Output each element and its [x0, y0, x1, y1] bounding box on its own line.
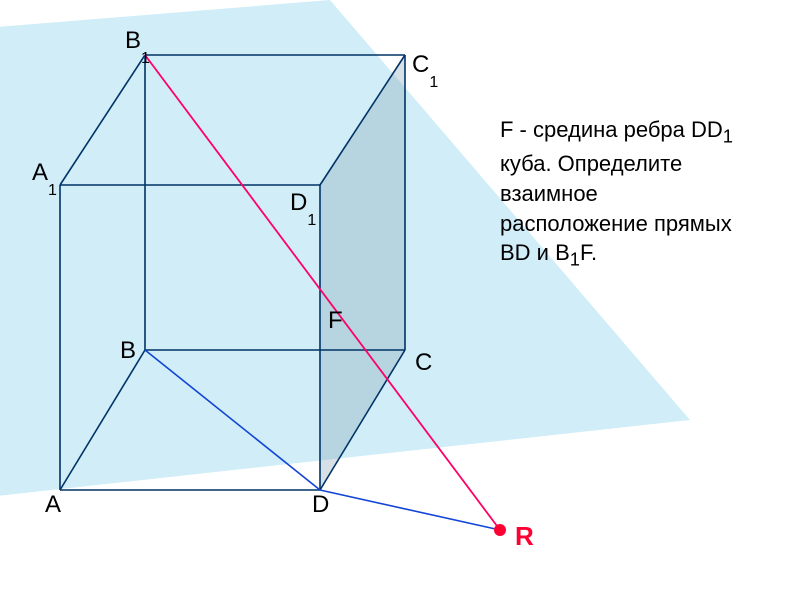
svg-text:D: D — [312, 491, 329, 518]
problem-line2: куба. Определите — [500, 151, 682, 176]
label-D: D — [312, 491, 329, 518]
svg-text:B: B — [120, 337, 136, 364]
label-A1-sub: 1 — [48, 182, 57, 199]
label-D1-sub: 1 — [307, 212, 316, 229]
label-C1-sub: 1 — [429, 74, 438, 91]
problem-line4: расположение прямых — [500, 211, 732, 236]
svg-text:C: C — [415, 349, 432, 376]
problem-line5b: 1 — [570, 249, 580, 270]
label-B1-sub: 1 — [141, 50, 150, 67]
problem-line1a: F - средина ребра DD — [500, 117, 723, 142]
svg-text:F: F — [328, 307, 343, 334]
problem-text: F - средина ребра DD1 куба. Определите в… — [500, 115, 790, 272]
label-A1: A — [32, 159, 48, 186]
label-B1: B — [125, 27, 141, 54]
problem-line5a: BD и B — [500, 240, 570, 265]
problem-line1b: 1 — [723, 125, 733, 146]
problem-line5c: F. — [580, 240, 597, 265]
label-C1: C — [412, 51, 429, 78]
label-A: A — [45, 491, 61, 518]
label-C: C — [415, 349, 432, 376]
label-D1: D — [290, 189, 307, 216]
problem-line3: взаимное — [500, 181, 598, 206]
diagram-canvas: A D B C A1 D1 B1 C1 F R — [0, 0, 800, 600]
label-B: B — [120, 337, 136, 364]
svg-text:A: A — [45, 491, 61, 518]
label-R: R — [515, 521, 534, 551]
label-F: F — [328, 307, 343, 334]
svg-text:R: R — [515, 521, 534, 551]
svg-text:C1: C1 — [412, 51, 438, 91]
point-R — [494, 524, 506, 536]
